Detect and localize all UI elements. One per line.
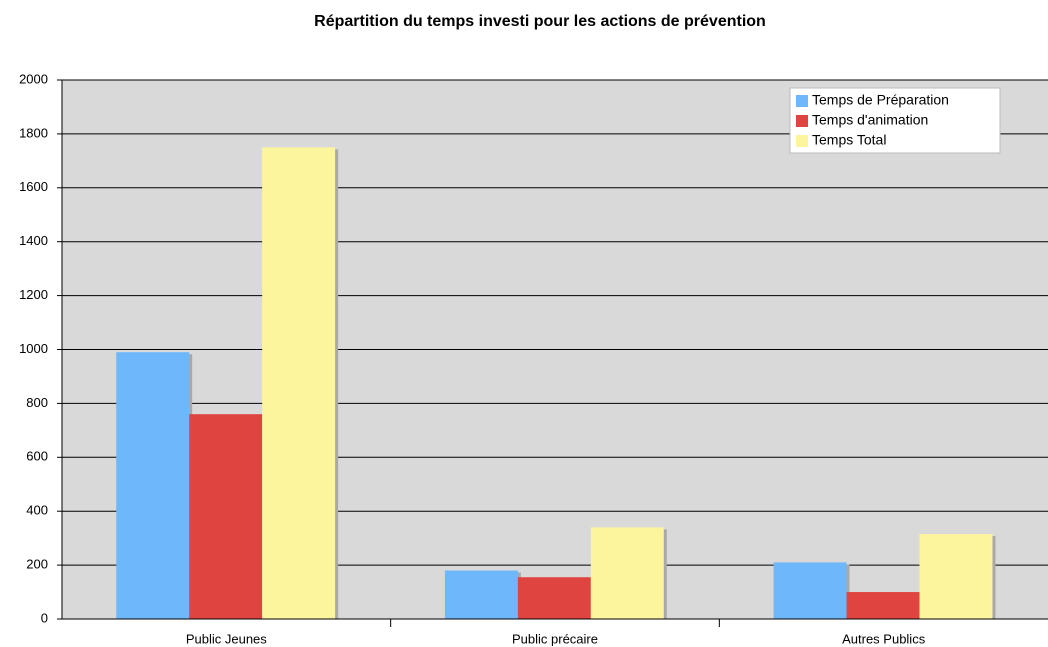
x-tick-label: Public Jeunes bbox=[186, 631, 267, 646]
legend-label: Temps de Préparation bbox=[812, 92, 949, 108]
y-tick-label: 1800 bbox=[19, 125, 48, 140]
y-tick-label: 0 bbox=[41, 610, 48, 625]
legend-swatch bbox=[796, 115, 808, 127]
x-tick-label: Autres Publics bbox=[842, 631, 926, 646]
bar bbox=[773, 562, 847, 619]
bar bbox=[262, 147, 336, 619]
legend-swatch bbox=[796, 95, 808, 107]
x-tick-label: Public précaire bbox=[512, 631, 598, 646]
y-tick-label: 2000 bbox=[19, 71, 48, 86]
y-tick-label: 400 bbox=[26, 503, 48, 518]
bar bbox=[919, 534, 993, 619]
bar bbox=[189, 414, 263, 619]
y-tick-label: 1400 bbox=[19, 233, 48, 248]
y-tick-label: 1200 bbox=[19, 287, 48, 302]
legend: Temps de Préparation Temps d'animation Tem… bbox=[789, 87, 1001, 154]
legend-label: Temps Total bbox=[812, 132, 886, 148]
legend-swatch bbox=[796, 135, 808, 147]
bar bbox=[116, 352, 190, 619]
y-tick-label: 200 bbox=[26, 557, 48, 572]
y-tick-label: 800 bbox=[26, 395, 48, 410]
bar bbox=[590, 527, 664, 619]
bar bbox=[444, 570, 518, 619]
bar bbox=[517, 577, 591, 619]
y-tick-label: 1000 bbox=[19, 341, 48, 356]
legend-box bbox=[789, 87, 1001, 154]
y-tick-label: 1600 bbox=[19, 179, 48, 194]
chart-title: Répartition du temps investi pour les ac… bbox=[314, 13, 766, 30]
legend-label: Temps d'animation bbox=[812, 112, 928, 128]
y-tick-label: 600 bbox=[26, 449, 48, 464]
bar bbox=[846, 592, 920, 619]
